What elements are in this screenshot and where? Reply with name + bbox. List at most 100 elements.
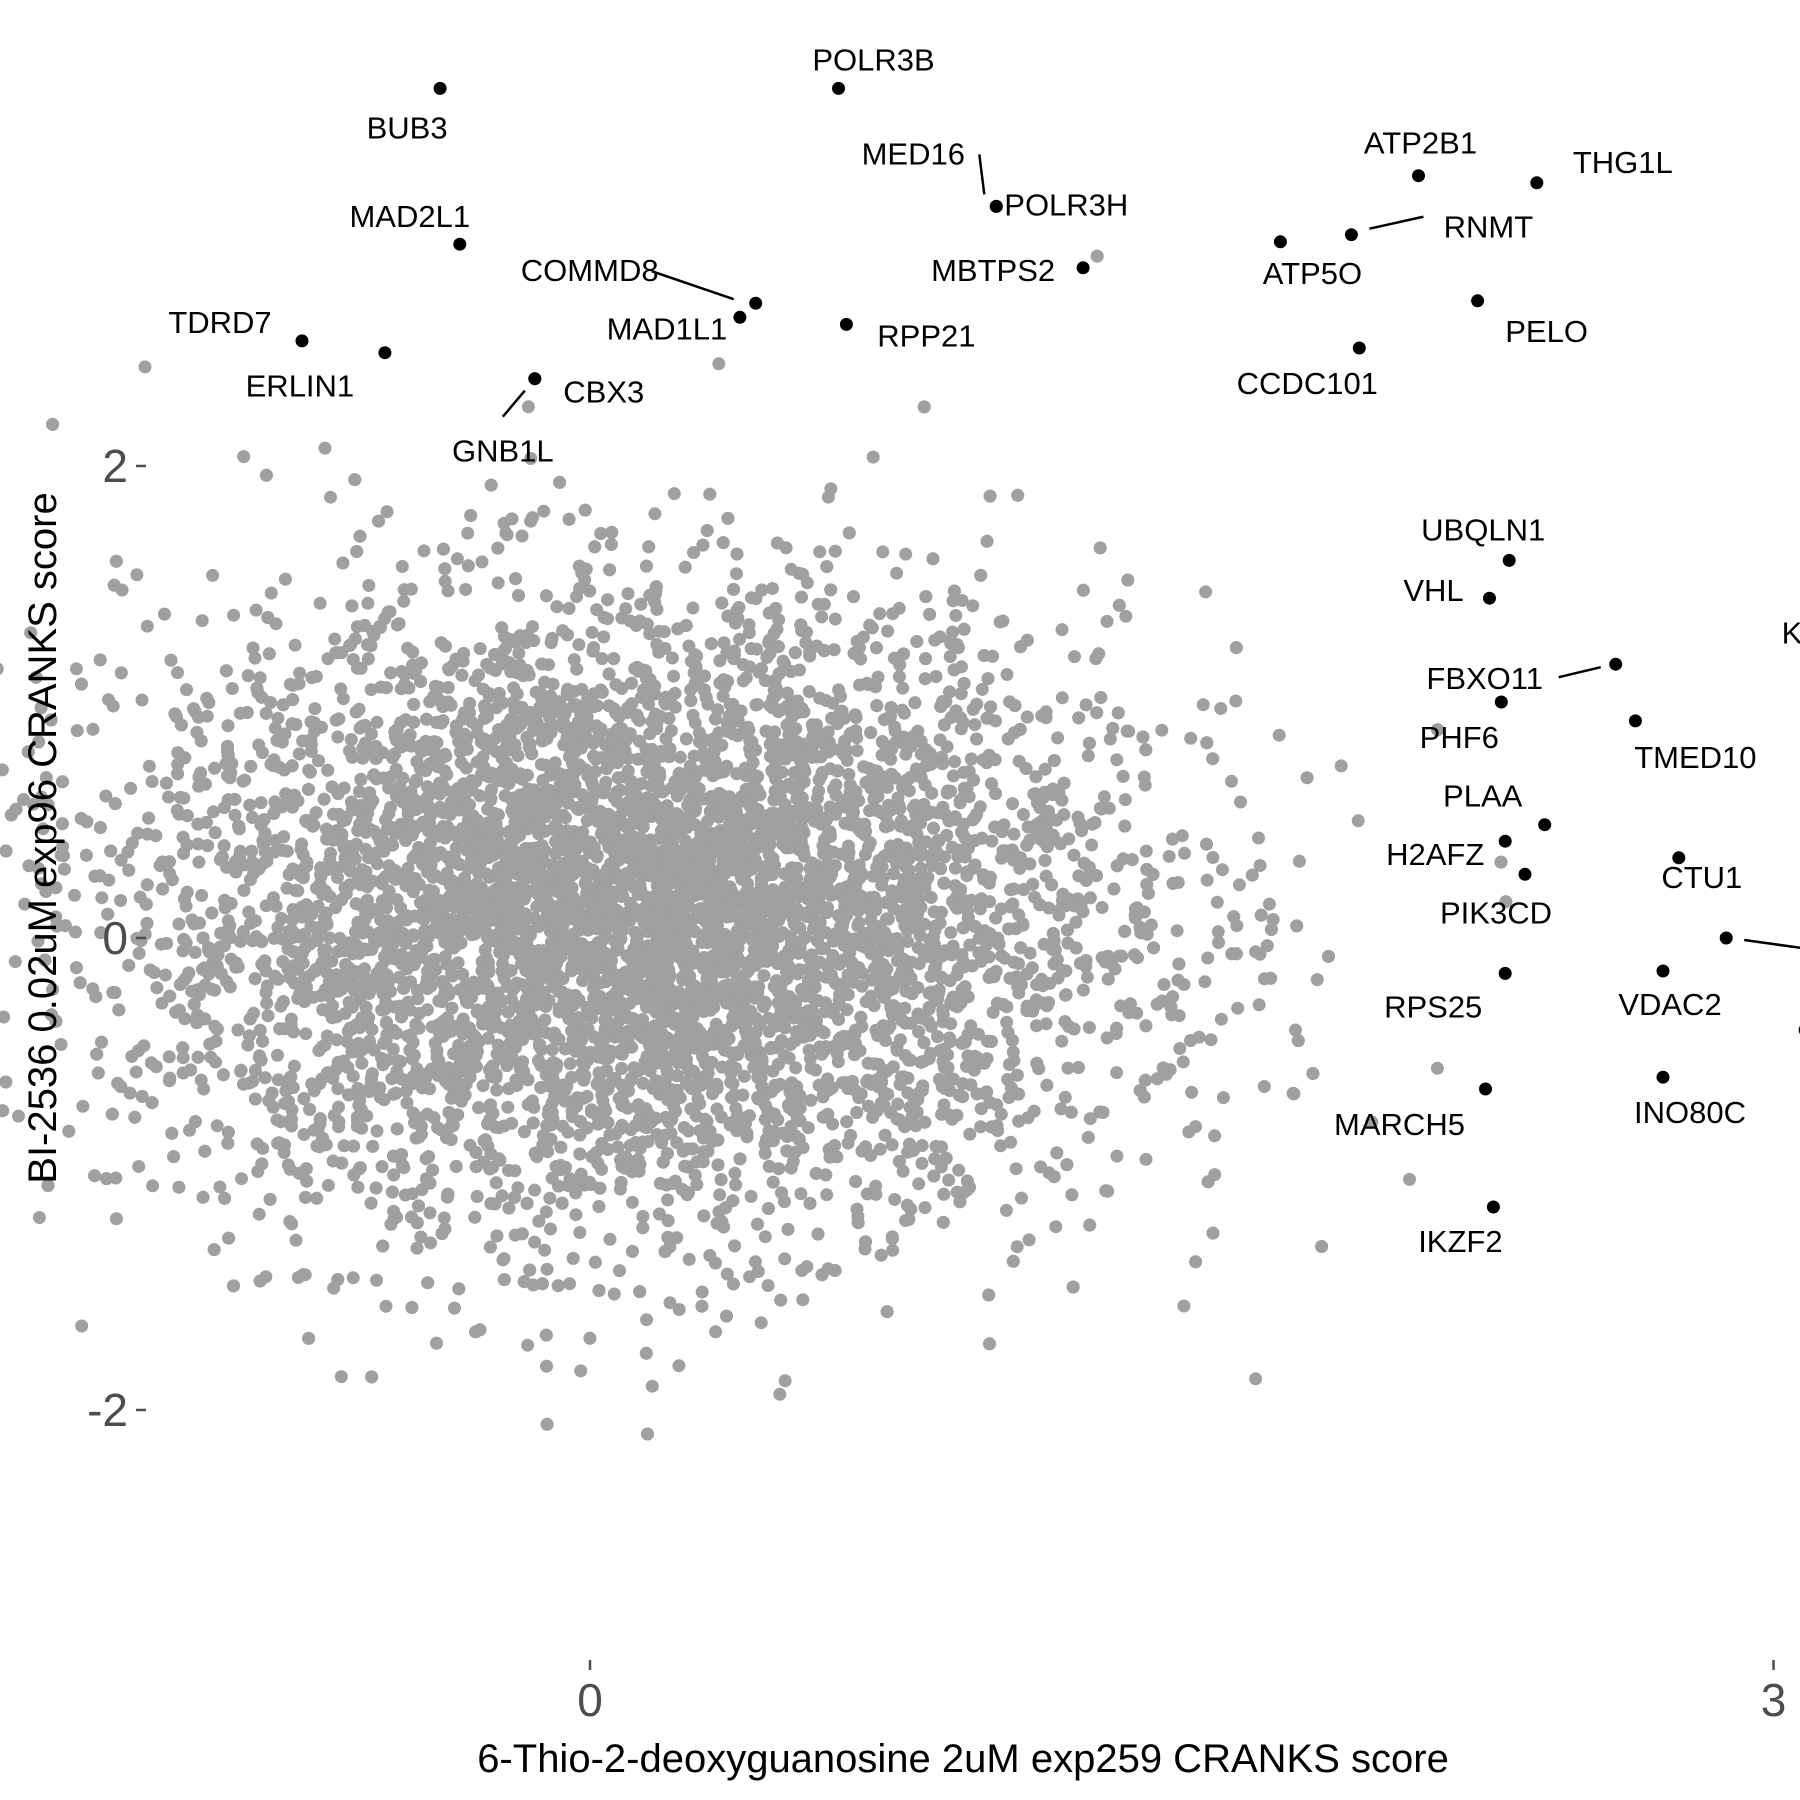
background-point — [114, 894, 128, 907]
background-point — [437, 1211, 451, 1225]
background-point — [1334, 759, 1348, 773]
background-point — [130, 568, 144, 582]
background-point — [1252, 998, 1266, 1012]
background-point — [545, 1171, 559, 1185]
background-point — [209, 1055, 223, 1069]
background-point — [573, 1226, 587, 1239]
background-point — [439, 1131, 453, 1145]
background-point — [802, 685, 816, 699]
background-point — [866, 450, 880, 464]
background-point — [672, 1303, 686, 1316]
background-point — [324, 490, 337, 504]
background-point — [949, 609, 963, 622]
background-point — [1139, 844, 1153, 858]
background-point — [636, 1209, 650, 1223]
background-point — [438, 574, 452, 588]
background-point — [297, 1128, 311, 1141]
background-point — [248, 651, 262, 665]
background-point — [758, 1230, 772, 1244]
background-point — [1055, 691, 1069, 705]
background-point — [900, 935, 914, 948]
background-point — [336, 692, 350, 706]
background-point — [1051, 731, 1065, 745]
background-point — [819, 926, 833, 940]
background-point — [1178, 846, 1191, 860]
background-point — [640, 1313, 654, 1327]
background-point — [828, 612, 842, 626]
background-point — [1177, 1299, 1191, 1313]
background-point — [18, 897, 32, 911]
background-point — [1100, 614, 1114, 628]
background-point — [202, 696, 216, 710]
background-point — [370, 1124, 384, 1138]
background-point — [125, 1049, 139, 1063]
background-point — [162, 790, 175, 804]
background-point — [287, 1059, 301, 1073]
background-point — [607, 1287, 621, 1301]
background-points-layer — [0, 249, 1513, 1441]
background-point — [293, 666, 307, 680]
background-point — [915, 1156, 929, 1170]
background-point — [1004, 1135, 1018, 1149]
background-point — [1110, 753, 1124, 767]
background-point — [32, 1211, 46, 1224]
background-point — [1119, 609, 1133, 623]
background-point — [140, 619, 154, 633]
background-point — [1232, 878, 1246, 892]
background-point — [490, 1083, 504, 1097]
background-point — [271, 1048, 284, 1062]
background-point — [888, 1193, 902, 1206]
background-point — [1006, 797, 1019, 811]
background-point — [974, 1120, 988, 1134]
background-point — [1052, 908, 1066, 922]
background-point — [192, 855, 206, 869]
background-point — [914, 861, 928, 875]
background-point — [337, 1139, 351, 1153]
background-point — [789, 1061, 803, 1075]
background-point — [570, 590, 583, 604]
background-point — [1022, 1233, 1036, 1247]
background-point — [135, 693, 149, 707]
background-point — [1310, 973, 1324, 987]
background-point — [824, 482, 838, 496]
background-point — [497, 1252, 511, 1266]
background-point — [886, 607, 900, 621]
background-point — [328, 632, 342, 646]
background-point — [842, 767, 856, 781]
background-point — [1007, 827, 1021, 841]
background-point — [395, 560, 409, 573]
background-point — [228, 808, 242, 822]
background-point — [663, 1296, 677, 1310]
background-point — [134, 934, 148, 948]
background-point — [572, 638, 586, 652]
background-point — [1061, 1061, 1075, 1075]
background-point — [137, 1039, 151, 1053]
background-point — [854, 652, 868, 666]
background-point — [206, 568, 220, 582]
background-point — [597, 630, 611, 644]
background-point — [1231, 1001, 1245, 1015]
background-point — [1114, 999, 1128, 1013]
background-point — [595, 934, 609, 948]
background-point — [1079, 698, 1093, 712]
background-point — [712, 357, 726, 371]
background-point — [12, 1109, 25, 1123]
background-point — [773, 1077, 787, 1091]
background-point — [1272, 728, 1286, 742]
background-point — [1030, 1019, 1043, 1033]
background-point — [191, 837, 205, 851]
background-point — [39, 771, 53, 784]
background-point — [1211, 925, 1225, 939]
background-point — [1216, 1091, 1230, 1105]
background-point — [682, 1252, 696, 1266]
background-point — [1176, 1055, 1190, 1069]
background-point — [225, 682, 239, 695]
background-point — [966, 599, 980, 613]
background-point — [686, 601, 700, 615]
background-point — [985, 834, 999, 848]
background-point — [69, 925, 82, 939]
background-point — [1000, 1015, 1014, 1029]
background-point — [1200, 873, 1214, 887]
background-point — [773, 1387, 787, 1401]
background-point — [208, 983, 222, 997]
